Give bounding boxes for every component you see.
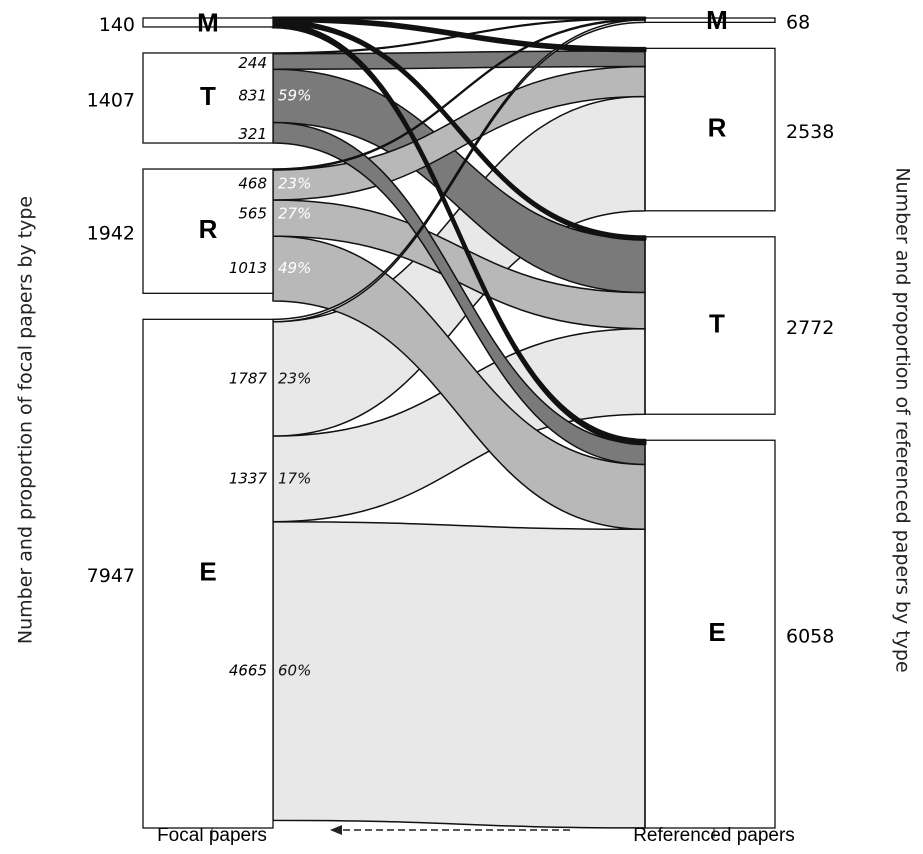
flow-value: 831	[238, 86, 267, 104]
node-letter: E	[708, 617, 725, 647]
node-letter: R	[708, 112, 727, 142]
flow-share: 49%	[278, 259, 311, 277]
node-total: 7947	[87, 565, 135, 587]
node-total: 1407	[87, 89, 135, 111]
flow-share: 27%	[278, 205, 311, 223]
flow	[273, 51, 645, 69]
flow	[273, 522, 645, 828]
flow-share: 23%	[278, 175, 311, 193]
node-total: 68	[786, 12, 810, 34]
flow-value: 244	[238, 54, 267, 72]
node-letter: T	[200, 81, 216, 111]
flow-share: 59%	[278, 86, 311, 104]
flow-share: 23%	[278, 369, 311, 387]
flow-value: 321	[238, 125, 267, 143]
flow-share: 17%	[278, 469, 311, 487]
node-letter: M	[706, 5, 728, 35]
flow-value: 4665	[229, 662, 267, 680]
node-letter: M	[197, 7, 219, 37]
flow-value: 1787	[229, 369, 268, 387]
left-axis-title: Number and proportion of focal papers by…	[15, 196, 37, 644]
node-total: 140	[99, 14, 135, 36]
node-total: 2538	[786, 121, 834, 143]
node-total: 6058	[786, 626, 834, 648]
node-total: 1942	[87, 223, 135, 245]
flow-value: 468	[238, 175, 267, 193]
flow-value: 565	[238, 205, 267, 223]
flow-value: 1337	[229, 469, 268, 487]
arrow-head	[330, 825, 342, 835]
flow-value: 1013	[229, 259, 267, 277]
flow	[273, 18, 645, 51]
node-letter: E	[199, 557, 216, 587]
right-axis-title: Number and proportion of referenced pape…	[892, 167, 914, 672]
node-total: 2772	[786, 317, 834, 339]
node-letter: T	[709, 308, 725, 338]
node-letter: R	[199, 214, 218, 244]
flow-share: 60%	[278, 662, 311, 680]
